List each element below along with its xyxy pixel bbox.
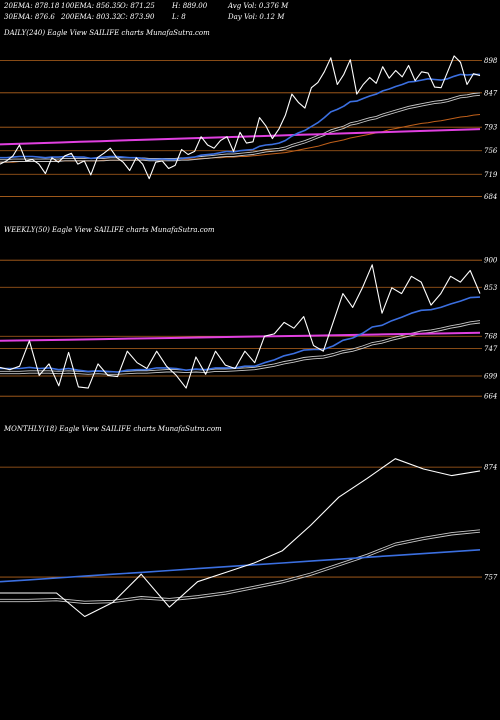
daily-level-label-756: 756 — [484, 147, 498, 155]
header-ema30: 30EMA: 876.6 — [4, 13, 55, 21]
monthly-panel-title: MONTHLY(18) Eagle View SAILIFE charts Mu… — [4, 425, 222, 433]
header-ema100: 100EMA: 856.35 — [61, 2, 121, 10]
daily-series-ema_fast — [0, 73, 480, 161]
monthly-series-ema_slow-0 — [0, 529, 481, 602]
header-open: O: 871.25 — [120, 2, 155, 10]
weekly-series-ema_fast — [0, 296, 481, 373]
weekly-level-label-699: 699 — [484, 373, 498, 381]
daily-level-label-684: 684 — [484, 193, 497, 201]
monthly-level-label-874: 874 — [484, 464, 497, 472]
daily-level-label-719: 719 — [484, 171, 498, 179]
header-close: C: 873.90 — [120, 13, 155, 21]
daily-level-label-793: 793 — [484, 124, 498, 132]
weekly-series-ema_slow-0 — [0, 320, 481, 373]
daily-level-label-898: 898 — [484, 57, 498, 65]
monthly-level-label-757: 757 — [484, 574, 498, 582]
header-high: H: 889.00 — [172, 2, 208, 10]
header-avgvol: Avg Vol: 0.376 M — [228, 2, 289, 10]
daily-series-ema_slow-0 — [0, 92, 481, 161]
monthly-series-price — [0, 458, 481, 618]
weekly-panel-title: WEEKLY(50) Eagle View SAILIFE charts Mun… — [4, 226, 215, 234]
header-ema20: 20EMA: 878.18 — [4, 2, 60, 10]
daily-chart: 898 847 793 756 719 684 — [0, 55, 498, 201]
header-low: L: 8 — [172, 13, 186, 21]
weekly-chart: 900 853 768 747 699 664 — [0, 257, 498, 401]
header-dayvol: Day Vol: 0.12 M — [228, 13, 285, 21]
daily-series-trend — [0, 128, 481, 146]
daily-series-ema_slow-1 — [0, 94, 481, 163]
header-ema200: 200EMA: 803.32 — [61, 13, 121, 21]
daily-level-label-847: 847 — [484, 89, 498, 97]
weekly-series-trend — [0, 331, 481, 342]
weekly-level-label-768: 768 — [484, 333, 498, 341]
monthly-series-ema_fast — [0, 549, 481, 583]
weekly-series-price — [0, 264, 481, 389]
weekly-level-label-664: 664 — [484, 393, 497, 401]
weekly-level-label-747: 747 — [484, 345, 498, 353]
monthly-chart: 874 757 — [0, 458, 498, 618]
weekly-level-label-900: 900 — [484, 257, 498, 265]
daily-series-price — [0, 55, 481, 180]
weekly-series-ema_slow-1 — [0, 322, 481, 375]
daily-panel-title: DAILY(240) Eagle View SAILIFE charts Mun… — [4, 29, 210, 37]
weekly-level-label-853: 853 — [484, 284, 498, 292]
monthly-series-ema_slow-1 — [0, 531, 481, 605]
